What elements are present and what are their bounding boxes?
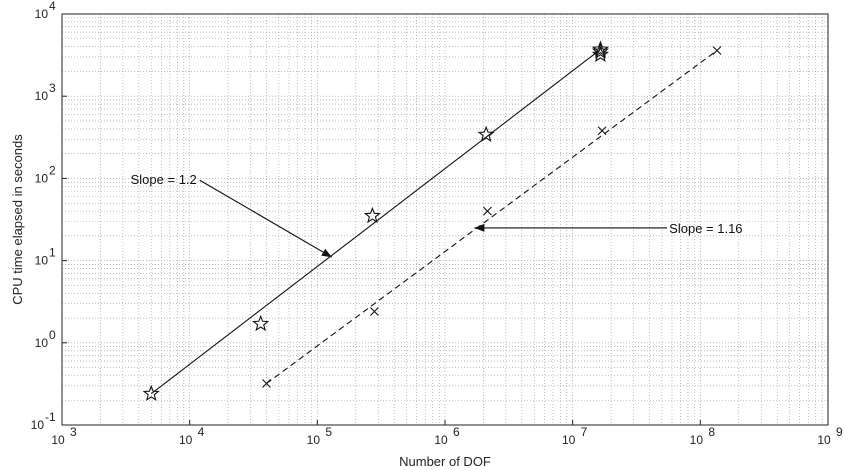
y-tick-label: 10: [35, 254, 49, 268]
annotations: Slope = 1.2 Slope = 1.16: [131, 172, 743, 258]
plot-frame: [61, 13, 829, 426]
annotation-arrowhead: [474, 223, 485, 232]
x-tick-label: 10: [817, 433, 831, 447]
series: [142, 40, 722, 402]
y-tick-label: 10: [35, 336, 49, 350]
x-marker: [712, 46, 722, 55]
x-tick-label: 10: [179, 433, 193, 447]
y-tick-exponent: 3: [49, 81, 56, 95]
x-tick-exponent: 9: [836, 425, 843, 439]
y-axis-title: CPU time elapsed in seconds: [10, 134, 25, 305]
y-tick-exponent: 4: [49, 0, 56, 13]
x-tick-label: 10: [562, 433, 576, 447]
x-marker: [262, 379, 271, 388]
series-1: [142, 40, 610, 402]
x-marker: [483, 206, 492, 216]
x-tick-label: 10: [690, 433, 704, 447]
star-marker: [142, 384, 160, 402]
y-tick-label: 10: [35, 7, 49, 21]
x-tick-label: 10: [51, 433, 65, 447]
x-tick-label: 10: [434, 433, 448, 447]
x-marker: [370, 307, 379, 316]
y-tick-label: 10: [35, 171, 49, 185]
star-marker: [591, 45, 610, 62]
annotation-arrow-line: [199, 179, 333, 258]
star-marker: [252, 314, 270, 332]
y-tick-label: 10: [31, 418, 45, 432]
x-tick-exponent: 3: [70, 425, 77, 439]
y-tick-exponent: 1: [49, 246, 56, 260]
x-tick-exponent: 7: [581, 425, 588, 439]
y-tick-exponent: 0: [49, 328, 56, 342]
y-tick-label: 10: [35, 89, 49, 103]
annotation-1: Slope = 1.2: [131, 172, 333, 258]
x-tick-exponent: 8: [708, 425, 715, 439]
x-tick-exponent: 4: [198, 425, 205, 439]
star-marker: [477, 125, 495, 143]
x-tick-label: 10: [307, 433, 321, 447]
grid: [62, 14, 828, 425]
annotation-2: Slope = 1.16: [474, 221, 743, 236]
y-tick-exponent: -1: [45, 410, 56, 424]
y-tick-exponent: 2: [49, 163, 56, 177]
x-marker: [597, 126, 607, 136]
x-tick-exponent: 6: [453, 425, 460, 439]
slope-label: Slope = 1.16: [669, 221, 742, 236]
slope-label: Slope = 1.2: [131, 172, 197, 187]
annotation-arrowhead: [321, 248, 332, 258]
x-tick-exponent: 5: [325, 425, 332, 439]
star-marker: [363, 206, 382, 224]
series-2-fit-line: [266, 50, 718, 384]
series-2: [262, 46, 722, 388]
x-axis-title: Number of DOF: [399, 454, 491, 469]
star-marker: [591, 40, 610, 57]
